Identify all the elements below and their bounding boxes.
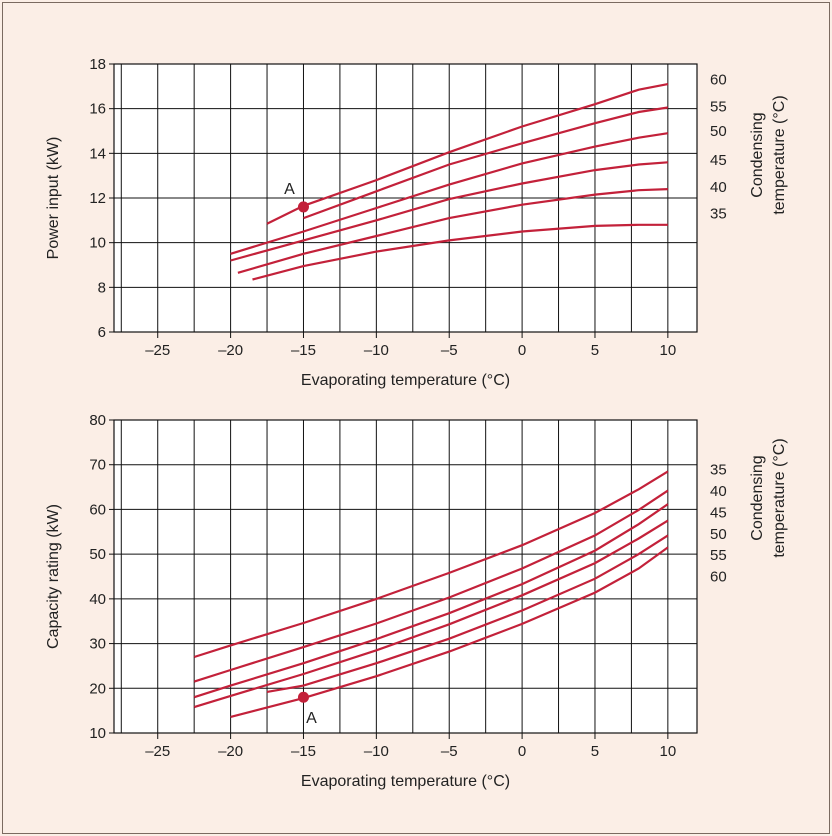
chart2-y-tick-label: 70 — [89, 457, 106, 474]
chart2-series-line-55 — [266, 534, 669, 693]
chart1-condensing-temp-label: 35 — [710, 206, 727, 223]
chart2-series-line-60 — [230, 546, 669, 718]
chart1-condensing-temp-label: 40 — [710, 179, 727, 196]
chart2-y-tick-label: 60 — [89, 501, 106, 518]
chart1-series-line-40 — [237, 188, 668, 274]
chart1-y-tick-label: 18 — [89, 56, 106, 73]
chart2-plot-area — [114, 420, 697, 733]
chart1-point-a-label: A — [284, 181, 295, 198]
chart2-x-tick-label: –25 — [145, 743, 170, 760]
chart2-y-axis-label: Capacity rating (kW) — [45, 504, 62, 649]
chart1-series-line-35 — [252, 223, 668, 281]
chart1-y-tick-label: 6 — [98, 324, 106, 341]
chart1-condensing-temp-label: 60 — [710, 72, 727, 89]
chart1-x-tick-label: 0 — [518, 342, 526, 359]
chart1-x-tick-label: 10 — [660, 342, 677, 359]
chart2-point-a-marker — [297, 691, 309, 703]
chart1-y-tick-label: 8 — [98, 279, 106, 296]
chart2-y-tick-label: 50 — [89, 546, 106, 563]
chart2-condensing-temp-label: 50 — [710, 526, 727, 543]
chart1-point-a-marker — [297, 201, 309, 213]
chart1-x-tick-label: –15 — [291, 342, 316, 359]
chart2-y-tick-label: 20 — [89, 680, 106, 697]
chart1-y-tick-label: 16 — [89, 101, 106, 118]
chart1-y-tick-label: 10 — [89, 235, 106, 252]
chart2-condensing-temp-label: 40 — [710, 483, 727, 500]
chart2-series-line-40 — [193, 489, 669, 683]
chart1-series-line-55 — [303, 106, 669, 220]
chart1-x-tick-label: –5 — [441, 342, 458, 359]
chart2-x-axis-label: Evaporating temperature (°C) — [301, 773, 510, 790]
chart1-y-tick-label: 14 — [89, 145, 106, 162]
chart2-plot-border — [113, 419, 698, 734]
chart1-x-tick-label: –20 — [218, 342, 243, 359]
chart1-y-tick-label: 12 — [89, 190, 106, 207]
chart2-x-tick-label: –15 — [291, 743, 316, 760]
chart2-point-a-label: A — [306, 710, 317, 727]
chart2-y-tick-label: 40 — [89, 591, 106, 608]
chart2-x-tick-label: –10 — [364, 743, 389, 760]
chart2-y-tick-label: 80 — [89, 412, 106, 429]
chart2-y-tick-label: 10 — [89, 725, 106, 742]
chart2-y-tick-label: 30 — [89, 636, 106, 653]
chart2-x-tick-label: 0 — [518, 743, 526, 760]
chart2-series-line-35 — [193, 470, 669, 659]
chart2-right-label-line2: temperature (°C) — [771, 438, 788, 557]
chart2-condensing-temp-label: 35 — [710, 462, 727, 479]
chart2-series-line-50 — [193, 519, 669, 709]
chart2-x-tick-label: 5 — [591, 743, 599, 760]
chart1-x-tick-label: –25 — [145, 342, 170, 359]
chart2-condensing-temp-label: 60 — [710, 569, 727, 586]
chart2-condensing-temp-label: 45 — [710, 505, 727, 522]
chart1-series-line-50 — [230, 132, 669, 255]
chart1-x-tick-label: –10 — [364, 342, 389, 359]
chart1-x-axis-label: Evaporating temperature (°C) — [301, 372, 510, 389]
chart1-x-tick-label: 5 — [591, 342, 599, 359]
chart1-series-line-45 — [230, 161, 668, 262]
chart1-right-label-line1: Condensing — [749, 112, 766, 197]
chart1-condensing-temp-label: 55 — [710, 98, 727, 115]
chart2-x-tick-label: –20 — [218, 743, 243, 760]
chart1-right-label-line2: temperature (°C) — [771, 95, 788, 214]
chart1-condensing-temp-label: 45 — [710, 152, 727, 169]
chart2-right-label-line1: Condensing — [749, 455, 766, 540]
chart2-condensing-temp-label: 55 — [710, 547, 727, 564]
chart1-series-line-60 — [266, 83, 669, 225]
chart2-x-tick-label: –5 — [441, 743, 458, 760]
chart1-condensing-temp-label: 50 — [710, 123, 727, 140]
chart2-x-tick-label: 10 — [660, 743, 677, 760]
chart1-y-axis-label: Power input (kW) — [45, 137, 62, 260]
chart2-series-line-45 — [193, 503, 669, 699]
